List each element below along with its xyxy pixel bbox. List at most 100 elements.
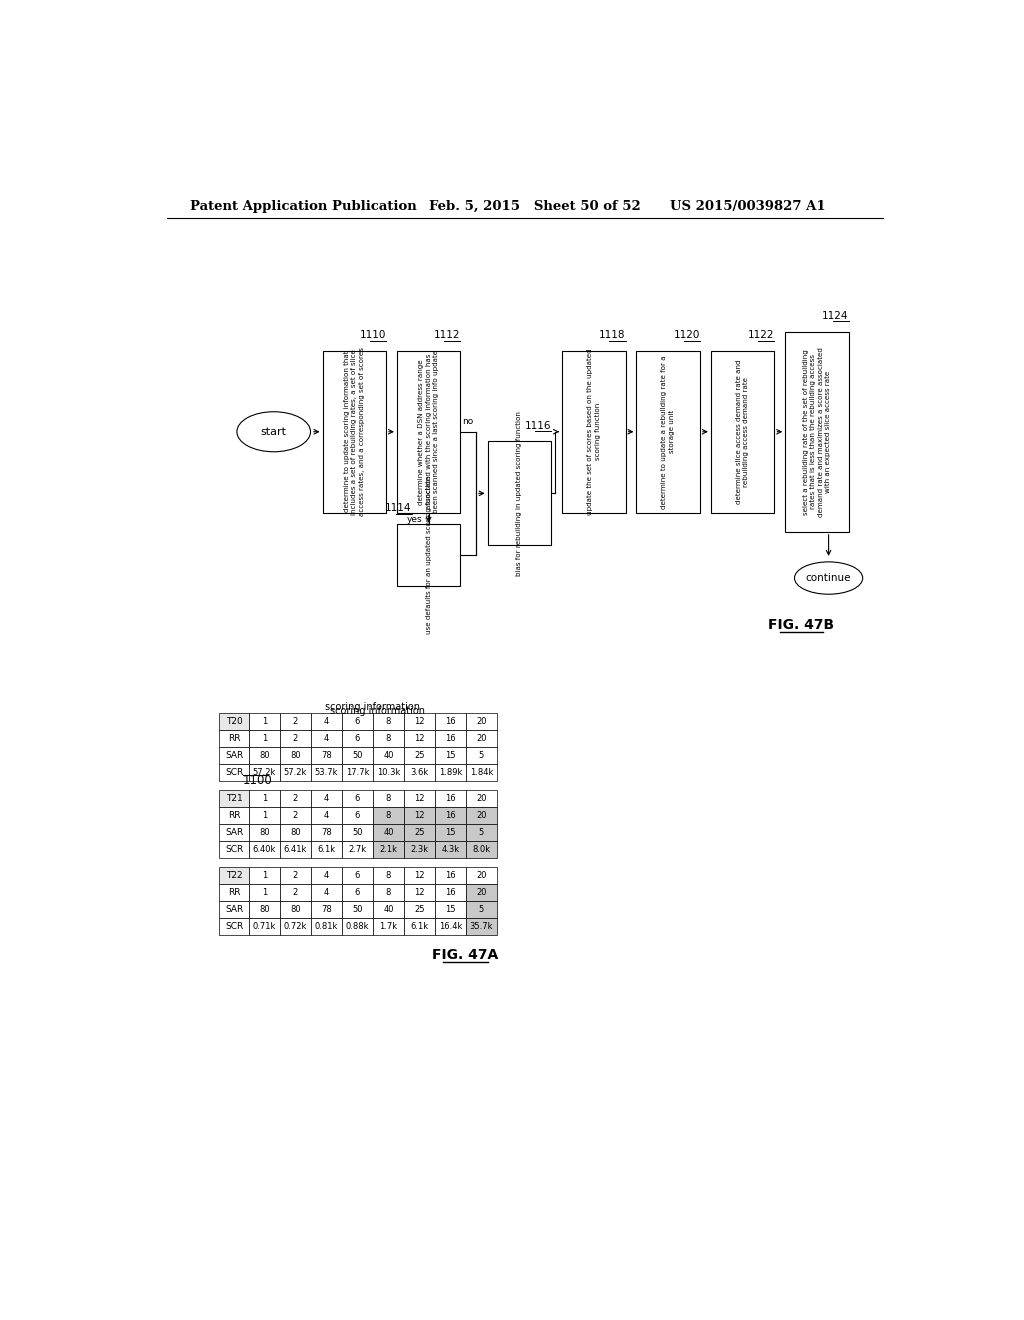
Text: 2: 2 [293, 810, 298, 820]
Bar [785, 331, 849, 532]
Bar [280, 789, 311, 807]
Text: 4: 4 [324, 871, 329, 879]
Bar [342, 884, 373, 900]
Bar [373, 730, 403, 747]
Bar [373, 807, 403, 824]
Text: 6.1k: 6.1k [411, 921, 428, 931]
Bar [342, 730, 373, 747]
Text: 80: 80 [290, 828, 301, 837]
Bar [435, 730, 466, 747]
Bar [280, 884, 311, 900]
Bar [280, 900, 311, 917]
Text: 8.0k: 8.0k [472, 845, 490, 854]
Text: 1: 1 [262, 717, 267, 726]
Bar [280, 747, 311, 763]
Bar [435, 841, 466, 858]
Bar [397, 524, 461, 586]
Bar [373, 884, 403, 900]
Bar [249, 747, 280, 763]
Text: 4.3k: 4.3k [441, 845, 460, 854]
Text: SAR: SAR [225, 751, 244, 759]
Text: 2.7k: 2.7k [348, 845, 367, 854]
Bar [311, 763, 342, 780]
Text: 10.3k: 10.3k [377, 768, 400, 776]
Bar [466, 917, 497, 935]
Text: 1120: 1120 [674, 330, 700, 341]
Text: 12: 12 [414, 734, 425, 743]
Text: 1124: 1124 [822, 312, 849, 321]
Bar [311, 900, 342, 917]
Text: 1112: 1112 [434, 330, 461, 341]
Text: 1114: 1114 [385, 503, 412, 513]
Bar [249, 807, 280, 824]
Text: 16: 16 [445, 734, 456, 743]
Text: 80: 80 [259, 751, 269, 759]
Text: 20: 20 [476, 717, 486, 726]
Text: SAR: SAR [225, 828, 244, 837]
Bar [323, 351, 386, 512]
Bar [249, 867, 280, 884]
Bar [403, 917, 435, 935]
Bar [466, 747, 497, 763]
Bar [219, 763, 249, 780]
Bar [435, 917, 466, 935]
Text: Patent Application Publication: Patent Application Publication [190, 199, 417, 213]
Bar [249, 884, 280, 900]
Bar [249, 824, 280, 841]
Bar [435, 807, 466, 824]
Bar [403, 900, 435, 917]
Text: 25: 25 [414, 751, 425, 759]
Bar [373, 713, 403, 730]
Text: 12: 12 [414, 793, 425, 803]
Text: 1: 1 [262, 871, 267, 879]
Bar [280, 841, 311, 858]
Text: 1116: 1116 [524, 421, 551, 430]
Text: 2.1k: 2.1k [380, 845, 397, 854]
Bar [249, 917, 280, 935]
Text: start: start [261, 426, 287, 437]
Text: 25: 25 [414, 828, 425, 837]
Bar [311, 747, 342, 763]
Text: 1118: 1118 [599, 330, 626, 341]
Text: bias for rebuilding in updated scoring function: bias for rebuilding in updated scoring f… [516, 411, 522, 576]
Bar [435, 824, 466, 841]
Bar [466, 867, 497, 884]
Text: 8: 8 [386, 734, 391, 743]
Text: 20: 20 [476, 734, 486, 743]
Text: 12: 12 [414, 717, 425, 726]
Bar [466, 789, 497, 807]
Text: 4: 4 [324, 793, 329, 803]
Bar [342, 917, 373, 935]
Text: RR: RR [228, 888, 241, 896]
Text: 1: 1 [262, 734, 267, 743]
Text: 8: 8 [386, 871, 391, 879]
Text: 3.6k: 3.6k [411, 768, 428, 776]
Text: SCR: SCR [225, 768, 244, 776]
Text: 1100: 1100 [243, 774, 272, 787]
Text: 16.4k: 16.4k [438, 921, 462, 931]
Text: 6: 6 [354, 734, 360, 743]
Bar [280, 824, 311, 841]
Bar [311, 884, 342, 900]
Text: 20: 20 [476, 888, 486, 896]
Text: 6: 6 [354, 888, 360, 896]
Text: 15: 15 [445, 751, 456, 759]
Text: 1: 1 [262, 810, 267, 820]
Text: 16: 16 [445, 871, 456, 879]
Bar [435, 867, 466, 884]
Bar [435, 789, 466, 807]
Text: scoring information: scoring information [330, 706, 425, 717]
Text: 6: 6 [354, 871, 360, 879]
Text: 5: 5 [479, 904, 484, 913]
Text: 0.72k: 0.72k [284, 921, 307, 931]
Bar [466, 807, 497, 824]
Text: 1: 1 [262, 793, 267, 803]
Text: 20: 20 [476, 810, 486, 820]
Bar [373, 917, 403, 935]
Text: 6.41k: 6.41k [284, 845, 307, 854]
Bar [373, 789, 403, 807]
Bar [403, 884, 435, 900]
Text: 57.2k: 57.2k [284, 768, 307, 776]
Text: 78: 78 [322, 751, 332, 759]
Bar [373, 763, 403, 780]
